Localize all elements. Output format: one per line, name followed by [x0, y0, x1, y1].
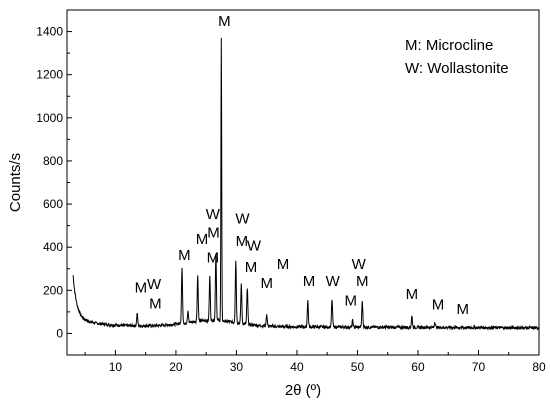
y-tick-label: 0 — [56, 326, 63, 340]
legend: M: Microcline W: Wollastonite — [405, 37, 509, 77]
peak-label: W — [235, 210, 250, 227]
peak-label: W — [206, 206, 221, 223]
peak-label: M — [457, 301, 470, 318]
x-tick-label: 70 — [472, 360, 486, 374]
y-tick-label: 800 — [43, 154, 63, 168]
peak-label: M — [356, 273, 369, 290]
x-axis-title: 2θ (º) — [285, 382, 321, 399]
peak-label: M — [277, 256, 290, 273]
peak-label: M — [345, 292, 358, 309]
y-axis-ticks: 0 200 400 600 800 1000 1200 1400 — [36, 9, 72, 356]
peak-label: W — [326, 273, 341, 290]
peak-label: M — [432, 297, 445, 314]
peak-label: W — [147, 276, 162, 293]
peak-label: M — [207, 249, 220, 266]
peak-label: M — [178, 247, 191, 264]
diffraction-pattern-line — [72, 37, 540, 331]
peak-label: W — [247, 237, 262, 254]
peak-label: M — [245, 259, 258, 276]
peak-label: M — [236, 233, 249, 250]
peak-label: M — [135, 279, 148, 296]
peak-label: M — [406, 286, 419, 303]
x-tick-label: 10 — [109, 360, 123, 374]
y-tick-label: 1400 — [36, 25, 63, 39]
x-tick-label: 50 — [351, 360, 365, 374]
peak-label: M — [303, 273, 316, 290]
peak-label: M — [149, 296, 162, 313]
peak-label: M — [218, 13, 231, 30]
x-axis-ticks: 10 20 30 40 50 60 70 80 — [84, 350, 546, 374]
y-tick-label: 400 — [43, 240, 63, 254]
peak-label: W — [352, 256, 367, 273]
y-tick-label: 600 — [43, 197, 63, 211]
x-tick-label: 80 — [532, 360, 546, 374]
x-tick-label: 40 — [290, 360, 304, 374]
y-tick-label: 200 — [43, 283, 63, 297]
peak-label: M — [207, 224, 220, 241]
x-tick-label: 60 — [411, 360, 425, 374]
peak-label: M — [260, 275, 273, 292]
peak-label: M — [196, 231, 209, 248]
y-tick-label: 1000 — [36, 111, 63, 125]
y-tick-label: 1200 — [36, 68, 63, 82]
y-axis-title: Counts/s — [7, 153, 24, 212]
x-tick-label: 20 — [169, 360, 183, 374]
legend-entry: M: Microcline — [405, 37, 493, 54]
legend-entry: W: Wollastonite — [405, 60, 509, 77]
x-tick-label: 30 — [230, 360, 244, 374]
